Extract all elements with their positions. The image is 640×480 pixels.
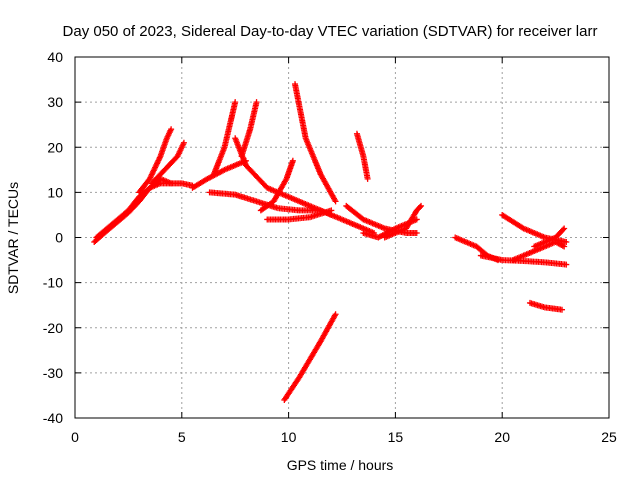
y-tick-label: -10 [43, 275, 63, 291]
data-points [91, 81, 570, 403]
plot-frame [74, 56, 610, 419]
x-tick-label: 0 [71, 429, 79, 445]
y-tick-label: 20 [47, 139, 63, 155]
grid [75, 57, 609, 418]
x-tick-label: 5 [178, 429, 186, 445]
data-point [253, 99, 260, 106]
y-tick-label: 30 [47, 94, 63, 110]
x-tick-label: 20 [494, 429, 510, 445]
y-tick-label: -30 [43, 365, 63, 381]
data-point [561, 225, 568, 232]
series-pass-13 [281, 311, 339, 403]
data-point [289, 157, 296, 164]
y-tick-label: 10 [47, 184, 63, 200]
series-pass-11 [264, 207, 335, 223]
data-point [180, 139, 187, 146]
x-tick-label: 10 [281, 429, 297, 445]
series-pass-9 [232, 135, 378, 236]
series-pass-14 [353, 130, 371, 182]
data-point [364, 175, 371, 182]
series-pass-20 [499, 211, 570, 246]
series-pass-22 [526, 299, 566, 313]
data-point [328, 207, 335, 214]
data-point [418, 202, 425, 209]
x-tick-label: 25 [601, 429, 617, 445]
series-pass-10 [257, 157, 296, 214]
series-pass-2 [93, 180, 196, 241]
series-pass-12 [292, 81, 339, 205]
data-point [332, 311, 339, 318]
axis-ticks: 0 5 10 15 20 25 -40 -30 -20 -10 0 10 20 30 40 [43, 49, 617, 445]
data-point [563, 261, 570, 268]
data-point [559, 306, 566, 313]
data-point [413, 229, 420, 236]
x-axis-label: GPS time / hours [287, 457, 394, 473]
series-pass-6 [210, 99, 239, 178]
data-point [416, 204, 423, 211]
y-tick-label: 40 [47, 49, 63, 65]
data-point [413, 216, 420, 223]
series-pass-4 [148, 139, 187, 187]
data-point [232, 99, 239, 106]
x-tick-label: 15 [388, 429, 404, 445]
data-point [168, 126, 175, 133]
y-tick-label: -20 [43, 320, 63, 336]
chart-title: Day 050 of 2023, Sidereal Day-to-day VTE… [63, 23, 598, 40]
series-pass-15 [343, 202, 420, 236]
data-point [560, 226, 567, 233]
series-pass-17 [381, 202, 425, 241]
series-pass-3 [136, 126, 175, 196]
series-pass-23 [509, 239, 568, 264]
data-point [563, 239, 570, 246]
y-tick-label: -40 [43, 410, 63, 426]
y-tick-label: 0 [55, 230, 63, 246]
data-point [561, 243, 568, 250]
y-axis-label: SDTVAR / TECUs [5, 182, 21, 294]
data-point [332, 198, 339, 205]
